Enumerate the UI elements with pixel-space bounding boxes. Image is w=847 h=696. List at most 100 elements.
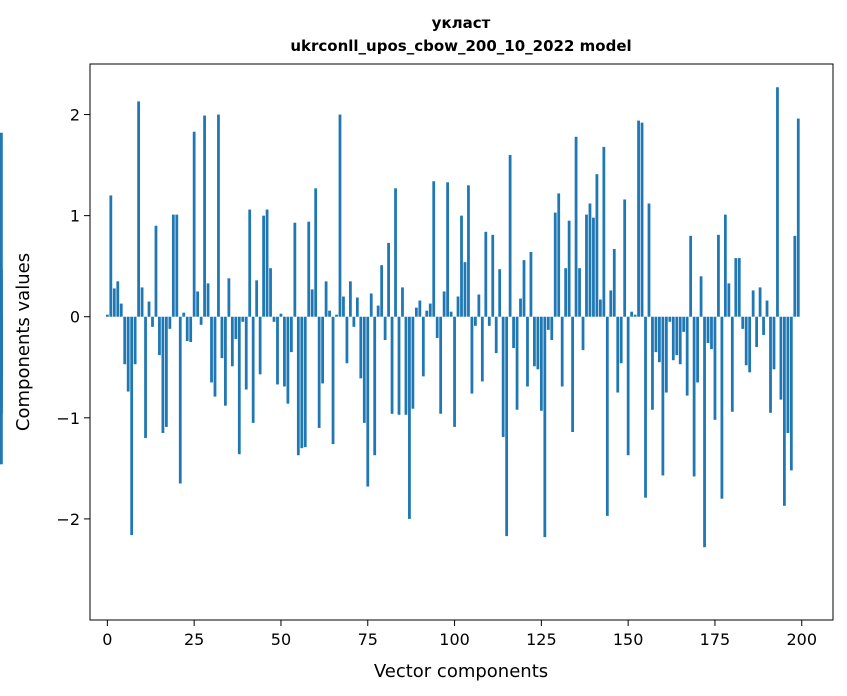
bar-68 [342, 296, 345, 317]
bar-185 [748, 316, 752, 373]
bar-30 [210, 316, 213, 383]
bar-20 [175, 214, 179, 317]
bar-123 [533, 316, 536, 367]
bar-96 [439, 316, 443, 414]
bar-120 [522, 260, 526, 317]
bar-165 [678, 316, 682, 365]
bar-129 [553, 212, 557, 317]
x-tick-label: 150 [613, 630, 644, 649]
bar-153 [637, 120, 640, 317]
bar-51 [283, 316, 286, 387]
bar-124 [536, 316, 540, 370]
bar-72 [355, 297, 359, 317]
bar-65 [331, 316, 335, 445]
bar-44 [258, 316, 262, 375]
bar-179 [727, 283, 731, 317]
bar-160 [661, 316, 665, 476]
bar-177 [720, 316, 724, 499]
bar-172 [703, 316, 706, 548]
bar-149 [623, 199, 627, 317]
x-axis-label: Vector components [374, 661, 548, 682]
bar-26 [196, 291, 200, 317]
bar-42 [251, 316, 255, 423]
bar-171 [699, 276, 703, 317]
bar-67 [338, 114, 342, 317]
bar-16 [161, 316, 165, 433]
bar-56 [300, 316, 304, 449]
bar-4 [119, 303, 123, 317]
bar-64 [328, 310, 331, 317]
bar-23 [185, 316, 189, 341]
bar-139 [588, 203, 592, 317]
bar-108 [480, 316, 484, 382]
bar-87 [408, 316, 411, 519]
bar-164 [675, 316, 679, 356]
bar-178 [723, 214, 727, 317]
bar-154 [640, 122, 644, 317]
bar-127 [546, 316, 550, 330]
bar-187 [755, 316, 759, 348]
bar-94 [432, 181, 436, 317]
x-tick-label: 200 [786, 630, 817, 649]
bar-145 [609, 290, 613, 317]
bar-24 [189, 316, 193, 342]
bar-166 [682, 316, 686, 332]
bar-106 [474, 316, 477, 326]
bar-7 [130, 316, 134, 536]
y-axis-label: Components values [13, 253, 34, 431]
bar-162 [668, 316, 672, 322]
bar-113 [498, 269, 502, 317]
bar-169 [692, 316, 696, 477]
bar-27 [199, 316, 203, 325]
bar-119 [519, 298, 522, 317]
x-tick-label: 100 [439, 630, 470, 649]
y-tick-label: −1 [56, 409, 80, 428]
bar-116 [508, 154, 512, 317]
bar-55 [296, 316, 300, 456]
bar-49 [276, 316, 279, 385]
bar-77 [373, 316, 377, 456]
bar-37 [234, 316, 238, 339]
x-tick-label: 25 [184, 630, 204, 649]
bar-84 [397, 316, 401, 415]
bar-186 [751, 290, 755, 317]
bar-151 [630, 311, 634, 317]
bar-82 [390, 316, 394, 414]
bar-146 [612, 249, 616, 317]
bar-46 [265, 209, 269, 317]
x-axis-ticks: 0 25 50 75 100 125 150 175 200 [102, 620, 817, 649]
bar-131 [560, 316, 564, 387]
bar-111 [491, 234, 495, 317]
bar-189 [762, 316, 765, 335]
chart-title-line1: укласт [432, 14, 491, 32]
bar-21 [178, 316, 182, 484]
bar-158 [654, 316, 658, 353]
bar-144 [605, 316, 609, 516]
bar-157 [651, 316, 654, 410]
x-tick-label: 175 [700, 630, 731, 649]
bar-95 [435, 316, 439, 338]
bar-22 [182, 312, 186, 317]
bar-62 [321, 316, 325, 384]
x-tick-label: 125 [526, 630, 557, 649]
bar-41 [248, 209, 252, 317]
bar-58 [307, 221, 311, 317]
bar-undefined [0, 316, 3, 414]
bar-83 [394, 188, 397, 317]
bar-1 [109, 195, 113, 317]
bar-10 [140, 287, 144, 317]
bar-199 [796, 118, 800, 317]
bar-143 [602, 146, 606, 317]
bar-141 [595, 174, 599, 317]
bar-184 [744, 316, 748, 366]
bar-97 [442, 291, 446, 317]
bar-128 [550, 316, 554, 340]
bar-47 [269, 268, 272, 317]
bar-14 [154, 225, 158, 317]
bar-45 [262, 215, 265, 317]
bar-190 [765, 300, 769, 317]
bar-140 [592, 217, 595, 317]
bar-66 [335, 314, 338, 317]
bar-105 [470, 316, 474, 394]
